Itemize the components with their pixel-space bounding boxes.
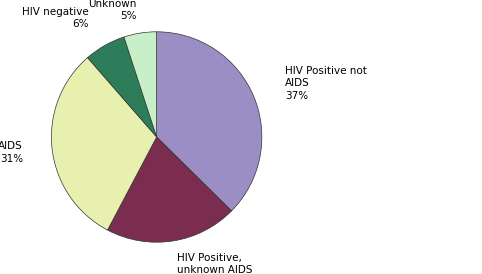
Text: HIV Positive,
unknown AIDS
20%: HIV Positive, unknown AIDS 20%	[177, 253, 253, 274]
Text: HIV Positive not
AIDS
37%: HIV Positive not AIDS 37%	[285, 66, 367, 101]
Wedge shape	[124, 32, 157, 137]
Wedge shape	[88, 37, 157, 137]
Wedge shape	[107, 137, 231, 242]
Wedge shape	[157, 32, 262, 211]
Text: HIV negative
6%: HIV negative 6%	[23, 7, 89, 29]
Wedge shape	[52, 58, 157, 230]
Text: Unknown
5%: Unknown 5%	[88, 0, 136, 21]
Text: AIDS
31%: AIDS 31%	[0, 141, 23, 164]
